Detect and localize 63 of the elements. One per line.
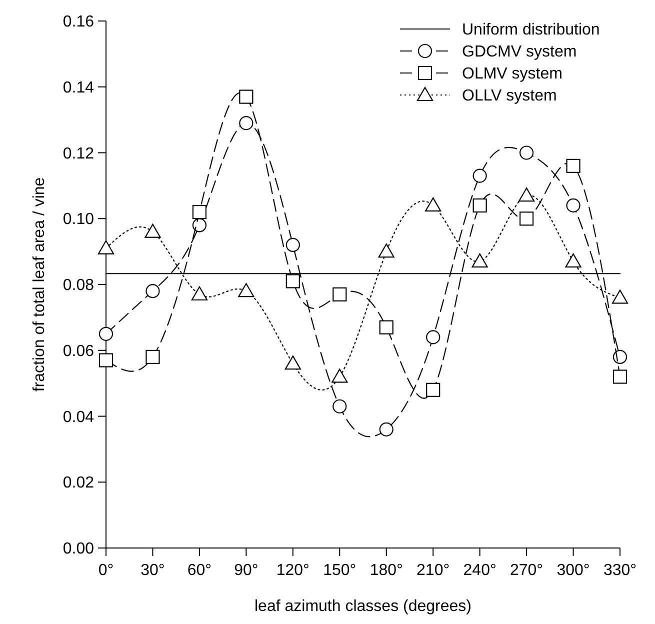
x-tick-label: 330° <box>603 562 637 579</box>
x-tick-label: 0° <box>98 562 114 579</box>
y-tick-label: 0.12 <box>62 145 94 162</box>
point <box>239 90 254 104</box>
point <box>519 212 534 226</box>
y-tick-label: 0.10 <box>62 211 94 228</box>
point <box>146 350 160 364</box>
point <box>144 224 161 238</box>
legend-label: OLLV system <box>462 88 557 105</box>
point <box>472 198 487 212</box>
legend-label: OLMV system <box>462 66 562 83</box>
point <box>286 274 300 288</box>
point <box>332 287 347 302</box>
point <box>518 188 535 202</box>
x-tick-label: 30° <box>140 562 165 579</box>
point <box>425 197 442 212</box>
point <box>566 158 580 173</box>
x-tick-label: 90° <box>234 562 258 579</box>
point <box>379 422 394 436</box>
point <box>192 218 207 232</box>
point <box>191 286 208 300</box>
point <box>612 350 628 364</box>
y-tick-label: 0.08 <box>62 277 94 294</box>
x-tick-label: 150° <box>323 562 356 579</box>
x-tick-label: 300° <box>556 562 590 579</box>
point <box>98 240 114 254</box>
point <box>565 253 582 268</box>
point <box>146 284 160 298</box>
point <box>426 382 440 397</box>
x-axis-title: leaf azimuth classes (degrees) <box>254 598 472 615</box>
x-tick-label: 60° <box>187 562 212 579</box>
point <box>426 330 440 344</box>
y-tick-label: 0.14 <box>62 79 94 96</box>
point <box>332 368 348 383</box>
y-tick-label: 0.06 <box>62 342 94 360</box>
point <box>192 204 207 220</box>
x-tick-label: 270° <box>510 562 544 579</box>
point <box>286 238 300 252</box>
point <box>612 370 628 384</box>
point <box>378 244 394 258</box>
x-tick-label: 120° <box>276 562 310 579</box>
y-tick-label: 0.00 <box>62 540 94 558</box>
point <box>472 168 487 183</box>
point <box>98 326 114 341</box>
point <box>519 146 534 160</box>
point <box>239 116 254 130</box>
point <box>98 353 114 368</box>
y-axis-title: fraction of total leaf area / vine <box>31 177 48 392</box>
point <box>472 253 488 268</box>
point <box>566 198 580 212</box>
legend-label: GDCMV system <box>462 44 577 61</box>
x-tick-label: 180° <box>370 562 403 579</box>
point <box>238 283 254 298</box>
legend-label: Uniform distribution <box>462 22 600 39</box>
point <box>332 399 347 414</box>
y-tick-label: 0.04 <box>62 408 94 426</box>
point <box>379 320 394 334</box>
x-tick-label: 240° <box>463 562 496 579</box>
y-tick-label: 0.02 <box>62 474 94 492</box>
x-tick-label: 210° <box>416 562 450 579</box>
point <box>284 356 301 370</box>
point <box>612 290 628 304</box>
y-tick-label: 0.16 <box>62 14 94 31</box>
